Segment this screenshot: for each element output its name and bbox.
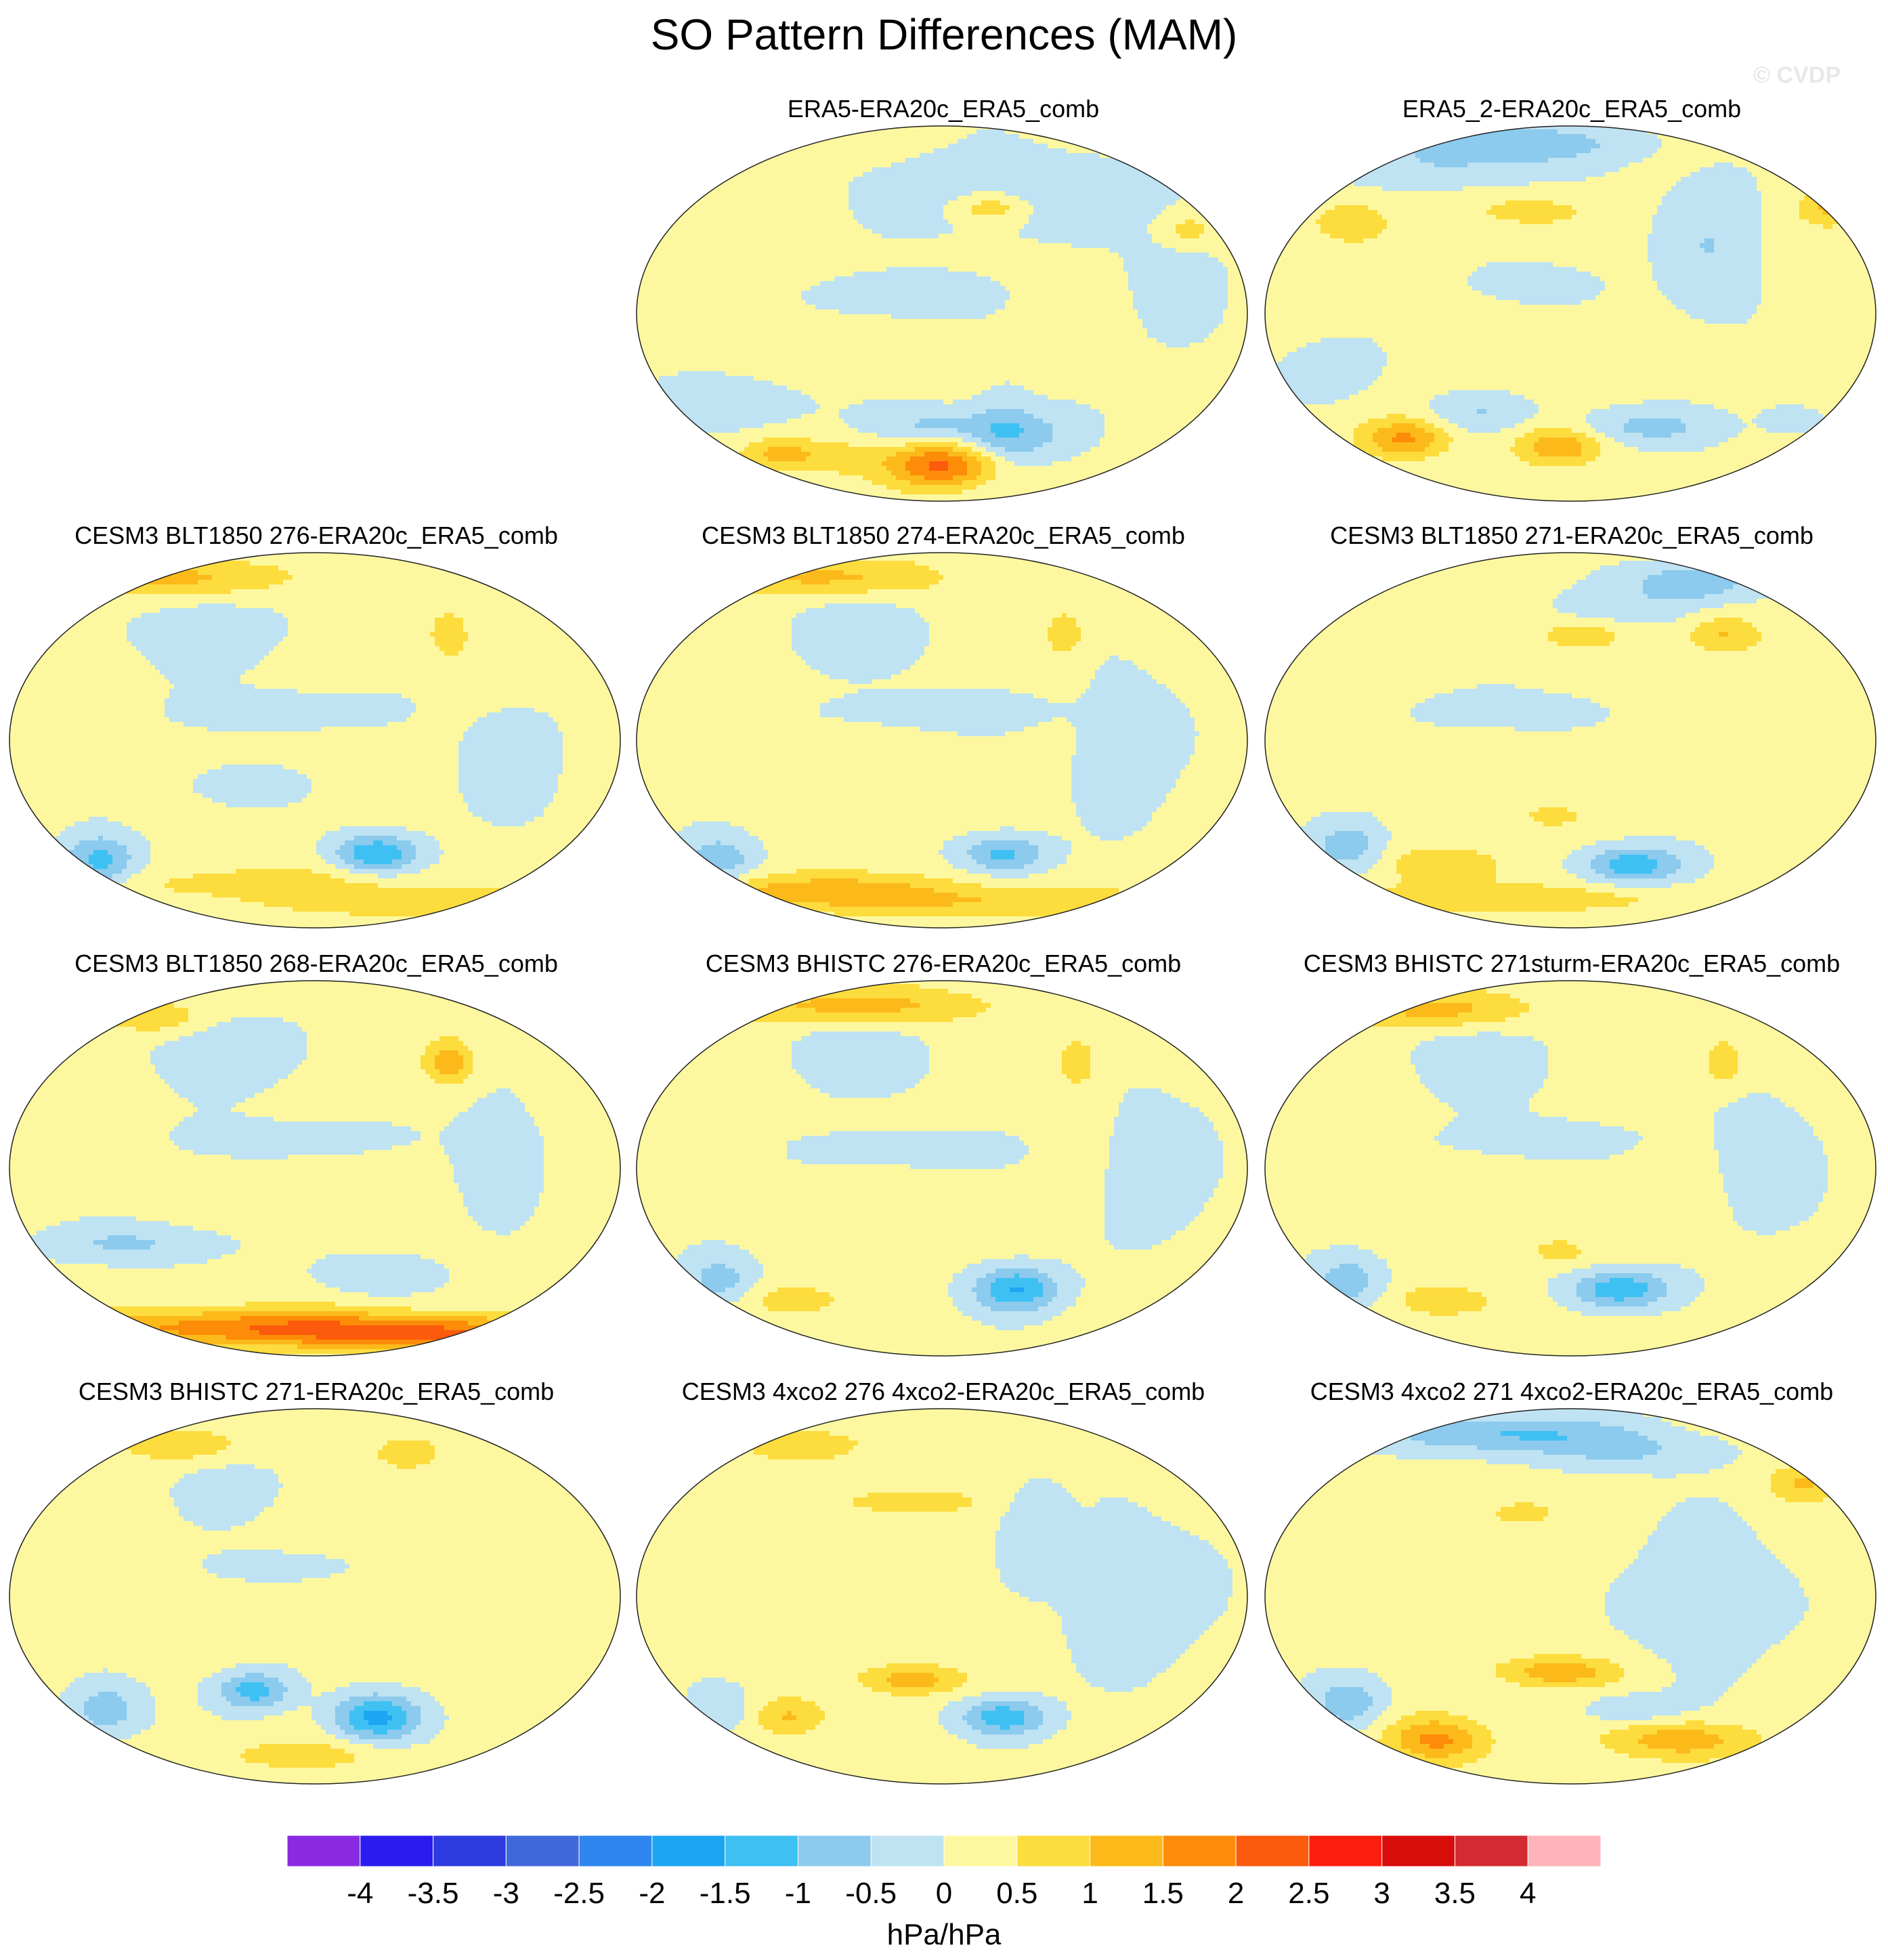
colorbar-tick-label: -4 [347, 1877, 373, 1910]
colorbar-tick-label: 3.5 [1434, 1877, 1476, 1910]
colorbar-swatch [360, 1835, 433, 1867]
colorbar-tick-label: -3 [493, 1877, 519, 1910]
panel-title: CESM3 BHISTC 271-ERA20c_ERA5_comb [8, 1378, 624, 1406]
colorbar-swatch [1017, 1835, 1090, 1867]
map-panel: CESM3 BLT1850 274-ERA20c_ERA5_comb [635, 521, 1251, 935]
colorbar-swatch [944, 1835, 1017, 1867]
colorbar-tick-label: 2 [1228, 1877, 1244, 1910]
colorbar-tick-label: -2.5 [553, 1877, 605, 1910]
colorbar-swatch [579, 1835, 652, 1867]
colorbar-swatch [798, 1835, 871, 1867]
map-panel: CESM3 BLT1850 268-ERA20c_ERA5_comb [8, 950, 624, 1363]
colorbar-tick-label: 1 [1081, 1877, 1098, 1910]
map-panel: CESM3 4xco2 271 4xco2-ERA20c_ERA5_comb [1264, 1378, 1880, 1791]
colorbar-tick-label: -2 [639, 1877, 665, 1910]
map-panel: CESM3 BHISTC 271-ERA20c_ERA5_comb [8, 1378, 624, 1791]
map-field [635, 125, 1249, 503]
colorbar-tick-label: 1.5 [1142, 1877, 1184, 1910]
colorbar-swatch [1528, 1835, 1601, 1867]
panel-title: CESM3 BLT1850 268-ERA20c_ERA5_comb [8, 950, 624, 978]
panel-title: CESM3 4xco2 271 4xco2-ERA20c_ERA5_comb [1264, 1378, 1880, 1406]
colorbar-swatch [1090, 1835, 1163, 1867]
map-field [8, 1407, 622, 1785]
colorbar-swatch [1455, 1835, 1528, 1867]
colorbar-tick-label: 0.5 [996, 1877, 1037, 1910]
panel-title: CESM3 BHISTC 271sturm-ERA20c_ERA5_comb [1264, 950, 1880, 978]
map-panel: CESM3 BLT1850 271-ERA20c_ERA5_comb [1264, 521, 1880, 935]
map-panel: CESM3 BLT1850 276-ERA20c_ERA5_comb [8, 521, 624, 935]
map-panel: ERA5-ERA20c_ERA5_comb [635, 95, 1251, 508]
map-field [8, 979, 622, 1357]
colorbar-units: hPa/hPa [0, 1918, 1888, 1952]
colorbar-tick-label: -3.5 [408, 1877, 459, 1910]
colorbar-swatch [287, 1835, 360, 1867]
colorbar-tick-label: 2.5 [1288, 1877, 1329, 1910]
colorbar-swatch [725, 1835, 798, 1867]
map-panel: ERA5_2-ERA20c_ERA5_comb [1264, 95, 1880, 508]
map-panel: CESM3 4xco2 276 4xco2-ERA20c_ERA5_comb [635, 1378, 1251, 1791]
map-panel: CESM3 BHISTC 276-ERA20c_ERA5_comb [635, 950, 1251, 1363]
colorbar-tick-label: -0.5 [845, 1877, 897, 1910]
panel-title: ERA5-ERA20c_ERA5_comb [635, 95, 1251, 123]
panel-title: CESM3 BHISTC 276-ERA20c_ERA5_comb [635, 950, 1251, 978]
colorbar-swatch [1236, 1835, 1309, 1867]
map-field [1264, 979, 1877, 1357]
panel-title: CESM3 4xco2 276 4xco2-ERA20c_ERA5_comb [635, 1378, 1251, 1406]
map-field [635, 551, 1249, 929]
colorbar-swatch [871, 1835, 944, 1867]
map-field [1264, 1407, 1877, 1785]
colorbar-tick-label: 0 [936, 1877, 952, 1910]
colorbar: -4 -3.5 -3 -2.5 -2 -1.5 -1 -0.5 0 0.5 1 1.5 2 2.5 3 3.5… [287, 1835, 1601, 1917]
panel-title: ERA5_2-ERA20c_ERA5_comb [1264, 95, 1880, 123]
colorbar-tick-label: 4 [1520, 1877, 1536, 1910]
map-field [635, 979, 1249, 1357]
colorbar-swatch [1309, 1835, 1382, 1867]
map-field [635, 1407, 1249, 1785]
colorbar-tick-label: -1 [785, 1877, 811, 1910]
map-field [1264, 125, 1877, 503]
colorbar-tick-label: -1.5 [700, 1877, 751, 1910]
colorbar-swatch [1163, 1835, 1236, 1867]
colorbar-swatch [433, 1835, 507, 1867]
panel-title: CESM3 BLT1850 276-ERA20c_ERA5_comb [8, 521, 624, 550]
colorbar-swatch [1382, 1835, 1455, 1867]
colorbar-tick-label: 3 [1373, 1877, 1390, 1910]
map-panel: CESM3 BHISTC 271sturm-ERA20c_ERA5_comb [1264, 950, 1880, 1363]
map-field [8, 551, 622, 929]
panel-title: CESM3 BLT1850 271-ERA20c_ERA5_comb [1264, 521, 1880, 550]
map-field [1264, 551, 1877, 929]
colorbar-swatch [652, 1835, 725, 1867]
panel-title: CESM3 BLT1850 274-ERA20c_ERA5_comb [635, 521, 1251, 550]
watermark: © CVDP [1753, 62, 1841, 89]
colorbar-swatch [506, 1835, 579, 1867]
page-title: SO Pattern Differences (MAM) [0, 9, 1888, 60]
